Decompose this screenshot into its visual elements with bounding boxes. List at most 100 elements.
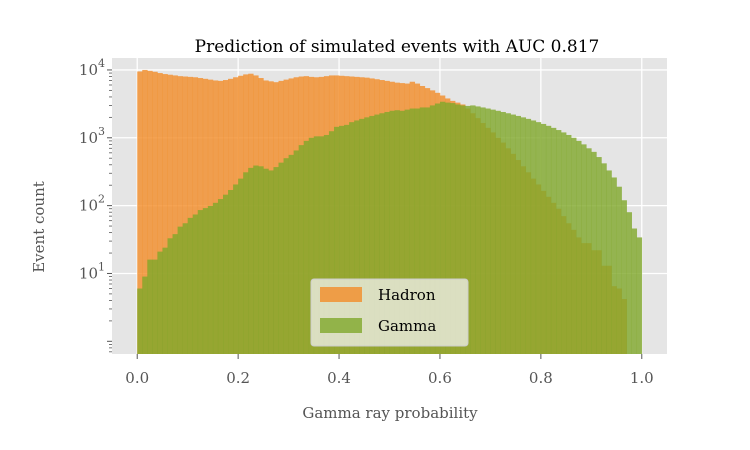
gamma-bar: [404, 109, 410, 355]
hadron-bar: [137, 71, 143, 355]
gamma-bar: [344, 124, 350, 354]
gamma-bar: [399, 110, 405, 355]
hadron-bar: [187, 76, 194, 354]
hadron-bar: [177, 76, 183, 354]
gamma-bar: [611, 177, 617, 354]
gamma-bar: [349, 122, 355, 355]
gamma-bar: [571, 137, 577, 354]
y-tick-base: 10: [79, 129, 98, 147]
x-tick-label: 1.0: [630, 369, 654, 387]
legend-swatch-hadron: [320, 287, 362, 302]
y-tick-label: 102: [79, 193, 105, 215]
gamma-bar: [495, 110, 501, 355]
gamma-bar: [147, 259, 153, 354]
x-axis-ticks: 0.0 0.2 0.4 0.6 0.8 1.0: [125, 354, 654, 387]
x-tick-label: 0.2: [226, 369, 250, 387]
gamma-bar: [308, 137, 315, 354]
hadron-bar: [172, 75, 178, 355]
gamma-bar: [556, 130, 562, 354]
legend-swatch-gamma: [320, 318, 362, 333]
chart-title: Prediction of simulated events with AUC …: [195, 37, 600, 57]
gamma-bar: [409, 108, 416, 354]
gamma-bar: [450, 103, 456, 354]
gamma-bar: [379, 113, 385, 354]
gamma-bar: [283, 158, 289, 354]
gamma-bar: [601, 163, 607, 354]
gamma-bar: [288, 154, 294, 354]
gamma-bar: [162, 247, 168, 354]
gamma-bar: [157, 251, 163, 354]
gamma-bar: [505, 113, 511, 354]
y-tick-exponent: 1: [98, 260, 105, 273]
gamma-bar: [631, 228, 638, 354]
gamma-bar: [606, 170, 612, 354]
gamma-bar: [586, 148, 592, 354]
gamma-bar: [278, 162, 284, 354]
gamma-bar: [490, 109, 496, 355]
y-tick-exponent: 3: [98, 125, 105, 138]
legend-label-gamma: Gamma: [378, 317, 436, 335]
x-tick-label: 0.0: [125, 369, 149, 387]
gamma-bar: [384, 111, 390, 355]
hadron-bar: [152, 71, 158, 354]
gamma-bar: [248, 167, 254, 354]
gamma-bar: [177, 226, 183, 354]
gamma-bars: [137, 101, 643, 355]
gamma-bar: [424, 107, 431, 354]
gamma-bar: [485, 108, 491, 354]
gamma-bar: [434, 103, 441, 354]
y-tick-base: 10: [79, 61, 98, 79]
gamma-bar: [510, 114, 516, 354]
gamma-bar: [318, 136, 325, 354]
y-tick-label: 103: [79, 125, 105, 147]
gamma-bar: [359, 118, 365, 355]
gamma-bar: [273, 167, 279, 354]
hadron-bar: [182, 76, 188, 354]
gamma-bar: [480, 107, 486, 354]
gamma-bar: [238, 178, 244, 354]
gamma-bar: [334, 126, 340, 354]
legend-label-hadron: Hadron: [378, 286, 436, 304]
legend: Hadron Gamma: [310, 278, 469, 347]
hadron-bar: [162, 74, 168, 354]
gamma-bar: [223, 194, 229, 354]
gamma-bar: [515, 115, 521, 355]
hadron-bar: [157, 73, 163, 354]
gamma-bar: [429, 105, 436, 354]
gamma-bar: [298, 145, 305, 354]
gamma-bar: [137, 288, 143, 354]
gamma-bar: [414, 108, 421, 354]
gamma-bar: [328, 131, 335, 354]
gamma-bar: [172, 234, 178, 354]
y-tick-exponent: 4: [98, 57, 105, 70]
gamma-bar: [202, 208, 209, 354]
gamma-bar: [626, 212, 632, 354]
gamma-bar: [313, 136, 320, 354]
gamma-bar: [339, 125, 345, 355]
gamma-bar: [394, 110, 400, 355]
y-tick-base: 10: [79, 264, 98, 282]
gamma-bar: [545, 125, 552, 355]
gamma-bar: [530, 120, 537, 354]
gamma-bar: [475, 106, 481, 354]
gamma-bar: [228, 189, 234, 354]
gamma-bar: [566, 134, 572, 354]
gamma-bar: [167, 238, 173, 354]
gamma-bar: [470, 105, 476, 354]
gamma-bar: [152, 259, 158, 354]
gamma-bar: [389, 110, 395, 355]
gamma-bar: [192, 214, 199, 354]
gamma-bar: [520, 117, 527, 354]
gamma-bar: [258, 166, 264, 354]
gamma-bar: [293, 150, 299, 354]
gamma-bar: [187, 217, 194, 354]
gamma-bar: [596, 157, 602, 354]
gamma-bar: [197, 210, 204, 354]
gamma-bar: [207, 205, 214, 354]
x-tick-label: 0.6: [428, 369, 452, 387]
gamma-bar: [369, 115, 375, 355]
gamma-bar: [581, 144, 587, 354]
gamma-bar: [303, 140, 310, 354]
gamma-bar: [212, 202, 219, 354]
